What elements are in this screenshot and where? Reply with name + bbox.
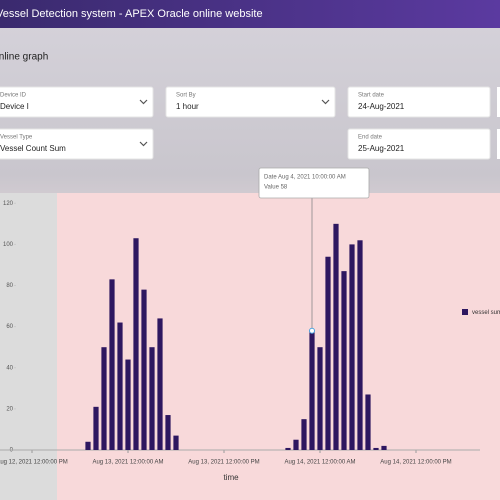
y-tick-label: 20 (6, 406, 13, 412)
plot-background (0, 193, 500, 500)
bar[interactable] (341, 271, 347, 450)
filter-value: 1 hour (176, 102, 199, 111)
filter-field (497, 87, 500, 117)
bar[interactable] (125, 359, 131, 450)
bar[interactable] (173, 435, 179, 450)
filter-field[interactable] (0, 86, 154, 118)
tooltip (258, 167, 370, 199)
page-title: Online graph (0, 52, 48, 63)
chart: 0 20 40 60 80 100 120 Aug 12, 2021 12:00:00 PM A… (0, 167, 500, 482)
bar[interactable] (365, 394, 371, 450)
filters: Device ID Device I Sort By 1 hour Start date… (0, 86, 500, 160)
tooltip-title: Date Aug 4, 2021 10:00:00 AM (264, 175, 346, 181)
bar[interactable] (349, 244, 355, 450)
bar[interactable] (317, 347, 323, 450)
filter-label: Vessel Type (0, 135, 33, 141)
y-tick-label: 100 (3, 242, 14, 248)
tooltip-text: Value 58 (264, 185, 288, 191)
filter-field[interactable] (347, 86, 491, 118)
bar[interactable] (301, 419, 307, 450)
dropdown-chevron (139, 99, 148, 105)
dropdown-chevron (321, 99, 330, 105)
y-tick-label: 120 (3, 201, 14, 207)
bar[interactable] (309, 330, 315, 450)
y-tick-label: 60 (6, 324, 13, 330)
bar[interactable] (285, 447, 291, 450)
filter-field[interactable] (165, 86, 336, 118)
bar[interactable] (85, 441, 91, 450)
filter-field[interactable] (347, 128, 491, 160)
filter-value: 24-Aug-2021 (358, 102, 405, 111)
legend-swatch (462, 309, 468, 315)
filter-label: Start date (358, 93, 385, 99)
filter-value: Device I (0, 102, 29, 111)
bar[interactable] (149, 347, 155, 450)
x-tick-label: Aug 12, 2021 12:00:00 PM (0, 460, 68, 466)
filter-label: Sort By (176, 93, 196, 99)
bar[interactable] (117, 322, 123, 450)
header-title: Vessel Detection system - APEX Oracle on… (0, 8, 263, 20)
filter-label: Device ID (0, 93, 27, 99)
bar[interactable] (93, 406, 99, 450)
selection-band (0, 193, 57, 500)
dropdown-chevron (139, 141, 148, 147)
x-tick-label: Aug 13, 2021 12:00:00 PM (188, 460, 259, 466)
x-tick-label: Aug 14, 2021 12:00:00 PM (380, 460, 451, 466)
bar[interactable] (109, 279, 115, 450)
y-tick-label: 40 (6, 365, 13, 371)
bar[interactable] (133, 238, 139, 450)
bar[interactable] (381, 445, 387, 450)
filter-field (497, 129, 500, 159)
y-tick-label: 0 (10, 448, 14, 454)
hover-point (309, 327, 315, 334)
y-tick-label: 80 (6, 283, 13, 289)
filter-field[interactable] (0, 128, 154, 160)
bar[interactable] (333, 223, 339, 450)
x-tick-label: Aug 13, 2021 12:00:00 AM (92, 460, 163, 466)
filter-value: Vessel Count Sum (0, 144, 66, 153)
x-axis-label: time (223, 473, 239, 482)
legend-label[interactable]: vessel sum (472, 310, 500, 316)
bar[interactable] (293, 439, 299, 450)
bar[interactable] (357, 240, 363, 450)
filter-label: End date (358, 135, 383, 141)
bar[interactable] (157, 318, 163, 450)
filter-value: 25-Aug-2021 (358, 144, 405, 153)
bar[interactable] (101, 347, 107, 450)
bar[interactable] (141, 289, 147, 450)
bar[interactable] (373, 447, 379, 450)
x-tick-label: Aug 14, 2021 12:00:00 AM (284, 460, 355, 466)
bar[interactable] (165, 415, 171, 450)
header (0, 0, 500, 28)
bar[interactable] (325, 256, 331, 450)
